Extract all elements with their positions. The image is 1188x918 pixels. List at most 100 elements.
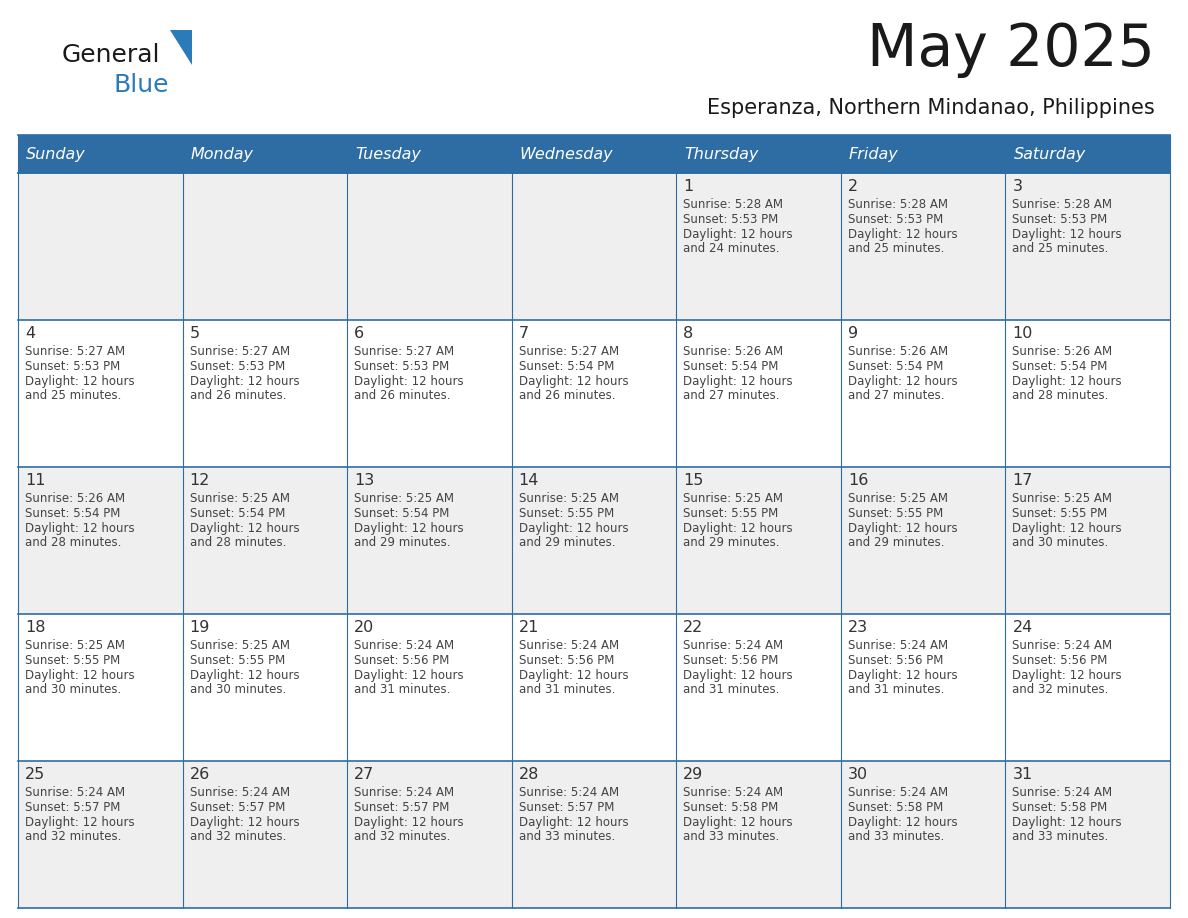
Text: Daylight: 12 hours: Daylight: 12 hours: [190, 816, 299, 829]
Text: Daylight: 12 hours: Daylight: 12 hours: [190, 522, 299, 535]
Bar: [18, 614, 1170, 761]
Text: Sunset: 5:55 PM: Sunset: 5:55 PM: [519, 507, 614, 520]
Text: and 29 minutes.: and 29 minutes.: [848, 536, 944, 549]
Text: Daylight: 12 hours: Daylight: 12 hours: [683, 816, 792, 829]
Text: and 28 minutes.: and 28 minutes.: [25, 536, 121, 549]
Text: Tuesday: Tuesday: [355, 147, 421, 162]
Text: Sunset: 5:56 PM: Sunset: 5:56 PM: [848, 654, 943, 667]
Text: Sunrise: 5:26 AM: Sunrise: 5:26 AM: [683, 345, 783, 358]
Bar: [676, 135, 841, 173]
Text: Daylight: 12 hours: Daylight: 12 hours: [848, 669, 958, 682]
Text: Sunset: 5:53 PM: Sunset: 5:53 PM: [683, 213, 778, 226]
Text: Monday: Monday: [190, 147, 253, 162]
Text: Sunrise: 5:25 AM: Sunrise: 5:25 AM: [519, 492, 619, 505]
Text: Sunrise: 5:24 AM: Sunrise: 5:24 AM: [25, 786, 125, 799]
Text: Daylight: 12 hours: Daylight: 12 hours: [190, 669, 299, 682]
Text: Sunrise: 5:24 AM: Sunrise: 5:24 AM: [683, 786, 783, 799]
Text: Sunset: 5:54 PM: Sunset: 5:54 PM: [354, 507, 449, 520]
Text: and 27 minutes.: and 27 minutes.: [848, 389, 944, 402]
Text: Sunrise: 5:27 AM: Sunrise: 5:27 AM: [519, 345, 619, 358]
Text: and 32 minutes.: and 32 minutes.: [1012, 683, 1108, 696]
Text: Sunset: 5:55 PM: Sunset: 5:55 PM: [683, 507, 778, 520]
Text: Sunrise: 5:27 AM: Sunrise: 5:27 AM: [25, 345, 125, 358]
Bar: [18, 320, 1170, 467]
Text: Sunset: 5:56 PM: Sunset: 5:56 PM: [354, 654, 449, 667]
Text: Saturday: Saturday: [1013, 147, 1086, 162]
Text: 23: 23: [848, 620, 868, 635]
Text: Daylight: 12 hours: Daylight: 12 hours: [354, 375, 463, 388]
Text: 20: 20: [354, 620, 374, 635]
Text: Sunset: 5:56 PM: Sunset: 5:56 PM: [683, 654, 778, 667]
Text: Sunrise: 5:24 AM: Sunrise: 5:24 AM: [190, 786, 290, 799]
Text: Sunset: 5:57 PM: Sunset: 5:57 PM: [25, 801, 120, 814]
Text: Sunrise: 5:24 AM: Sunrise: 5:24 AM: [848, 786, 948, 799]
Text: Sunset: 5:53 PM: Sunset: 5:53 PM: [354, 360, 449, 373]
Text: Sunrise: 5:26 AM: Sunrise: 5:26 AM: [25, 492, 125, 505]
Text: Sunrise: 5:24 AM: Sunrise: 5:24 AM: [354, 639, 454, 652]
Text: Sunset: 5:58 PM: Sunset: 5:58 PM: [848, 801, 943, 814]
Text: and 28 minutes.: and 28 minutes.: [190, 536, 286, 549]
Text: Sunrise: 5:24 AM: Sunrise: 5:24 AM: [354, 786, 454, 799]
Text: Sunrise: 5:25 AM: Sunrise: 5:25 AM: [25, 639, 125, 652]
Text: Sunset: 5:57 PM: Sunset: 5:57 PM: [519, 801, 614, 814]
Text: and 31 minutes.: and 31 minutes.: [519, 683, 615, 696]
Text: 26: 26: [190, 767, 210, 782]
Text: Sunset: 5:55 PM: Sunset: 5:55 PM: [190, 654, 285, 667]
Text: Daylight: 12 hours: Daylight: 12 hours: [1012, 816, 1121, 829]
Text: Sunset: 5:58 PM: Sunset: 5:58 PM: [1012, 801, 1107, 814]
Text: Friday: Friday: [849, 147, 898, 162]
Text: Thursday: Thursday: [684, 147, 759, 162]
Bar: [18, 173, 1170, 320]
Text: Sunrise: 5:24 AM: Sunrise: 5:24 AM: [848, 639, 948, 652]
Text: and 26 minutes.: and 26 minutes.: [354, 389, 450, 402]
Text: Sunrise: 5:25 AM: Sunrise: 5:25 AM: [683, 492, 783, 505]
Text: Daylight: 12 hours: Daylight: 12 hours: [354, 669, 463, 682]
Text: Esperanza, Northern Mindanao, Philippines: Esperanza, Northern Mindanao, Philippine…: [707, 98, 1155, 118]
Text: Sunrise: 5:27 AM: Sunrise: 5:27 AM: [354, 345, 454, 358]
Text: Sunrise: 5:28 AM: Sunrise: 5:28 AM: [848, 198, 948, 211]
Text: Sunrise: 5:25 AM: Sunrise: 5:25 AM: [354, 492, 454, 505]
Text: Sunset: 5:54 PM: Sunset: 5:54 PM: [25, 507, 120, 520]
Text: 18: 18: [25, 620, 45, 635]
Text: Daylight: 12 hours: Daylight: 12 hours: [519, 522, 628, 535]
Text: Daylight: 12 hours: Daylight: 12 hours: [25, 522, 134, 535]
Text: Sunrise: 5:25 AM: Sunrise: 5:25 AM: [190, 492, 290, 505]
Text: 28: 28: [519, 767, 539, 782]
Text: and 31 minutes.: and 31 minutes.: [848, 683, 944, 696]
Text: Daylight: 12 hours: Daylight: 12 hours: [1012, 669, 1121, 682]
Bar: [1005, 135, 1170, 173]
Text: Sunset: 5:55 PM: Sunset: 5:55 PM: [1012, 507, 1107, 520]
Text: Sunrise: 5:28 AM: Sunrise: 5:28 AM: [1012, 198, 1112, 211]
Text: 4: 4: [25, 326, 36, 341]
Text: 17: 17: [1012, 473, 1032, 488]
Text: Daylight: 12 hours: Daylight: 12 hours: [1012, 228, 1121, 241]
Text: 15: 15: [683, 473, 703, 488]
Text: 21: 21: [519, 620, 539, 635]
Text: Sunset: 5:53 PM: Sunset: 5:53 PM: [190, 360, 285, 373]
Text: Daylight: 12 hours: Daylight: 12 hours: [519, 375, 628, 388]
Text: Daylight: 12 hours: Daylight: 12 hours: [1012, 375, 1121, 388]
Text: Daylight: 12 hours: Daylight: 12 hours: [519, 816, 628, 829]
Text: Sunset: 5:53 PM: Sunset: 5:53 PM: [25, 360, 120, 373]
Text: and 30 minutes.: and 30 minutes.: [190, 683, 286, 696]
Text: Daylight: 12 hours: Daylight: 12 hours: [1012, 522, 1121, 535]
Text: Sunrise: 5:24 AM: Sunrise: 5:24 AM: [1012, 639, 1112, 652]
Text: 25: 25: [25, 767, 45, 782]
Text: 24: 24: [1012, 620, 1032, 635]
Text: Wednesday: Wednesday: [519, 147, 613, 162]
Text: and 29 minutes.: and 29 minutes.: [354, 536, 450, 549]
Text: Sunset: 5:57 PM: Sunset: 5:57 PM: [190, 801, 285, 814]
Text: Sunset: 5:53 PM: Sunset: 5:53 PM: [1012, 213, 1107, 226]
Text: and 32 minutes.: and 32 minutes.: [354, 830, 450, 843]
Text: Sunrise: 5:25 AM: Sunrise: 5:25 AM: [1012, 492, 1112, 505]
Text: and 25 minutes.: and 25 minutes.: [848, 242, 944, 255]
Text: Sunday: Sunday: [26, 147, 86, 162]
Text: and 28 minutes.: and 28 minutes.: [1012, 389, 1108, 402]
Text: Daylight: 12 hours: Daylight: 12 hours: [190, 375, 299, 388]
Text: 27: 27: [354, 767, 374, 782]
Text: 31: 31: [1012, 767, 1032, 782]
Text: 5: 5: [190, 326, 200, 341]
Bar: [841, 135, 1005, 173]
Bar: [18, 135, 183, 173]
Text: Daylight: 12 hours: Daylight: 12 hours: [25, 816, 134, 829]
